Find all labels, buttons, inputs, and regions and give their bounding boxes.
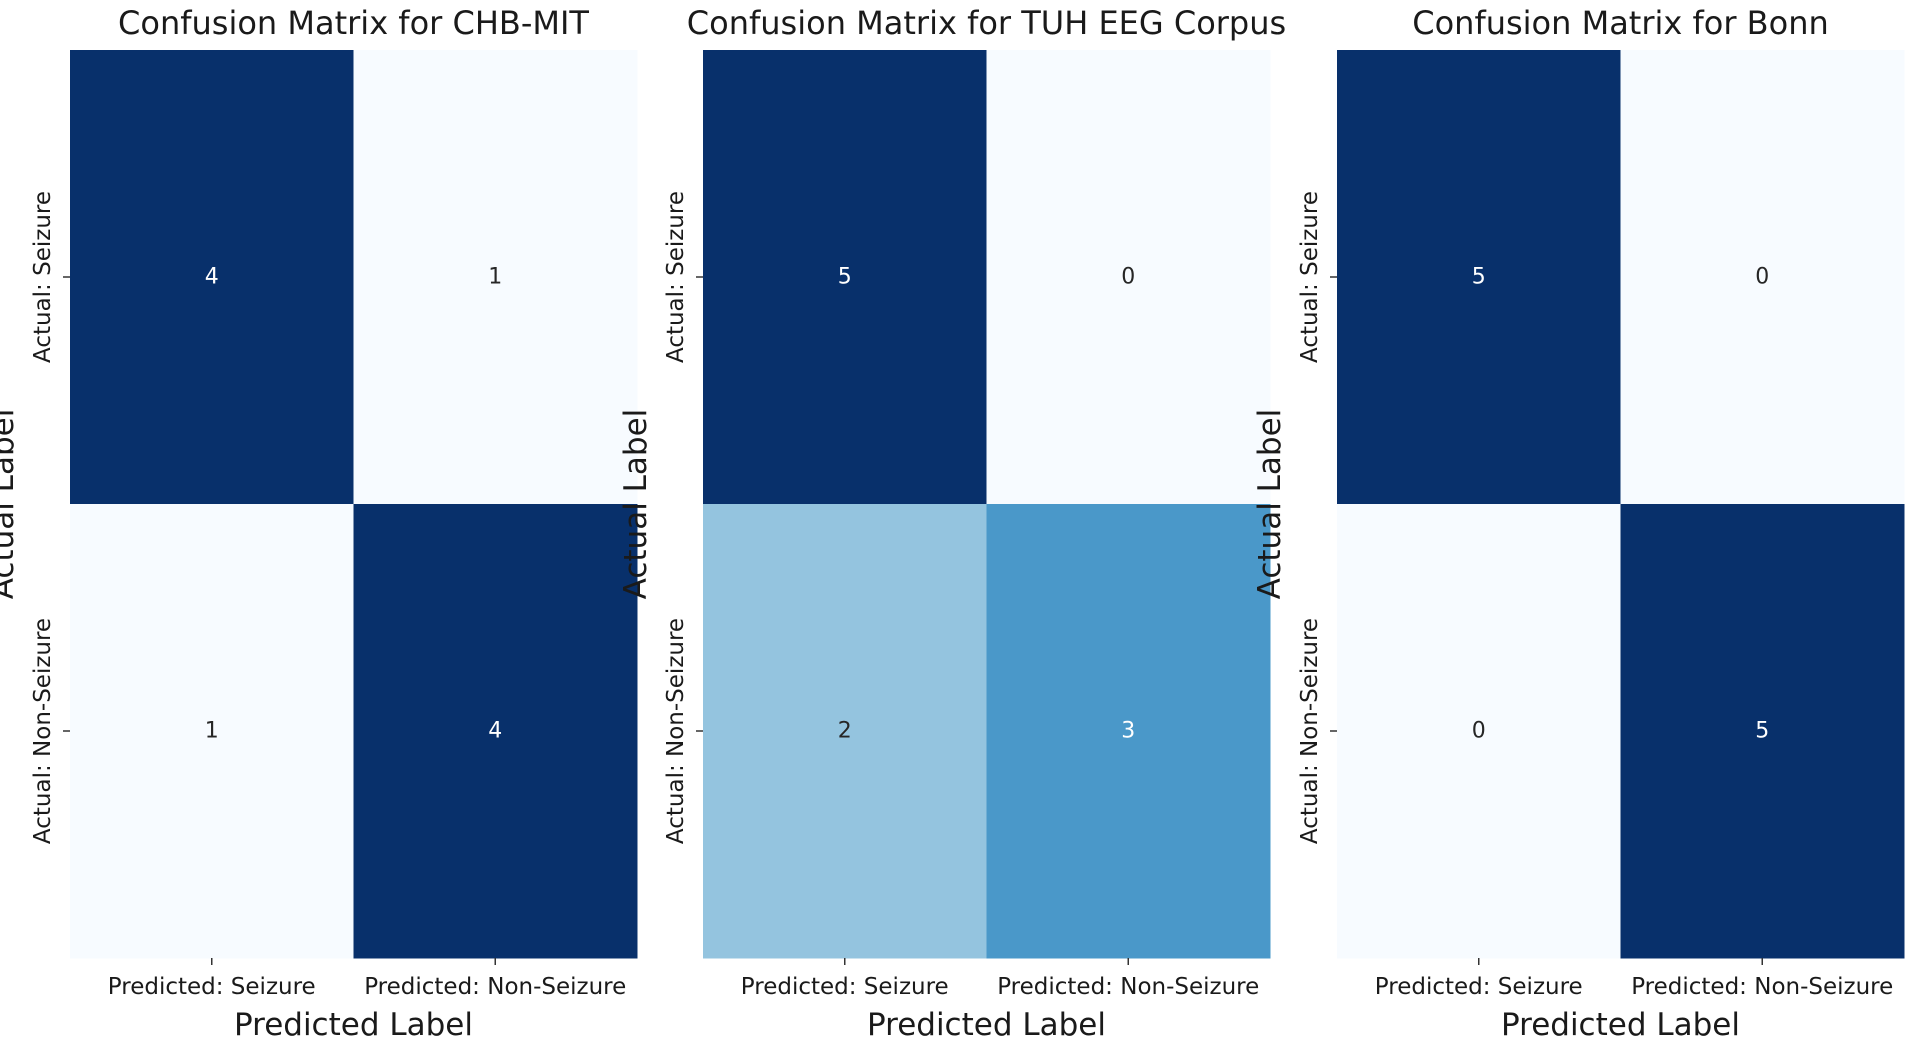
cell-value-label: 1 (488, 265, 502, 290)
y-axis-title: Actual Label (618, 409, 654, 600)
heatmap-cell (986, 50, 1271, 505)
x-tick-label: Predicted: Seizure (108, 974, 316, 1000)
x-tick-label: Predicted: Non-Seizure (364, 974, 626, 1000)
x-tick-label: Predicted: Non-Seizure (997, 974, 1259, 1000)
y-axis-title: Actual Label (1252, 409, 1288, 600)
chart-title: Confusion Matrix for TUH EEG Corpus (687, 4, 1286, 42)
x-tick-label: Predicted: Seizure (1375, 974, 1583, 1000)
heatmap-cell (1337, 504, 1621, 959)
heatmap-cell (703, 504, 987, 959)
x-axis-title: Predicted Label (867, 1007, 1106, 1042)
x-tick-label: Predicted: Seizure (741, 974, 949, 1000)
cell-value-label: 0 (1121, 265, 1135, 290)
cell-value-label: 5 (838, 265, 852, 290)
y-tick-label: Actual: Non-Seizure (663, 618, 689, 844)
x-tick-label: Predicted: Non-Seizure (1631, 974, 1893, 1000)
cell-value-label: 3 (1121, 719, 1135, 744)
confusion-matrix-panel-1: Confusion Matrix for CHB-MIT 4 1 1 4 Predicte… (0, 4, 638, 1042)
confusion-matrix-panel-2: Confusion Matrix for TUH EEG Corpus 5 0 2 3 P… (618, 4, 1286, 1042)
cell-value-label: 0 (1472, 719, 1486, 744)
heatmap-cell (353, 504, 638, 959)
cell-value-label: 5 (1755, 719, 1769, 744)
heatmap-cell (986, 504, 1271, 959)
chart-title: Confusion Matrix for Bonn (1412, 4, 1829, 42)
heatmap-cell (1337, 50, 1621, 505)
cell-value-label: 1 (205, 719, 219, 744)
cell-value-label: 0 (1755, 265, 1769, 290)
y-tick-label: Actual: Seizure (1297, 191, 1323, 363)
heatmap-cell (703, 50, 987, 505)
x-axis-title: Predicted Label (234, 1007, 473, 1042)
heatmap-cell (1620, 504, 1905, 959)
cell-value-label: 4 (205, 265, 219, 290)
chart-title: Confusion Matrix for CHB-MIT (118, 4, 589, 42)
y-tick-label: Actual: Seizure (30, 191, 56, 363)
y-axis-title: Actual Label (0, 409, 21, 600)
heatmap-cell (70, 50, 354, 505)
y-tick-label: Actual: Non-Seizure (30, 618, 56, 844)
confusion-matrix-panel-3: Confusion Matrix for Bonn 5 0 0 5 Predicted: … (1252, 4, 1905, 1042)
heatmap-cell (1620, 50, 1905, 505)
cell-value-label: 5 (1472, 265, 1486, 290)
cell-value-label: 4 (488, 719, 502, 744)
heatmap-cell (353, 50, 638, 505)
heatmap-cell (70, 504, 354, 959)
y-tick-label: Actual: Non-Seizure (1297, 618, 1323, 844)
cell-value-label: 2 (838, 719, 852, 744)
x-axis-title: Predicted Label (1501, 1007, 1740, 1042)
y-tick-label: Actual: Seizure (663, 191, 689, 363)
